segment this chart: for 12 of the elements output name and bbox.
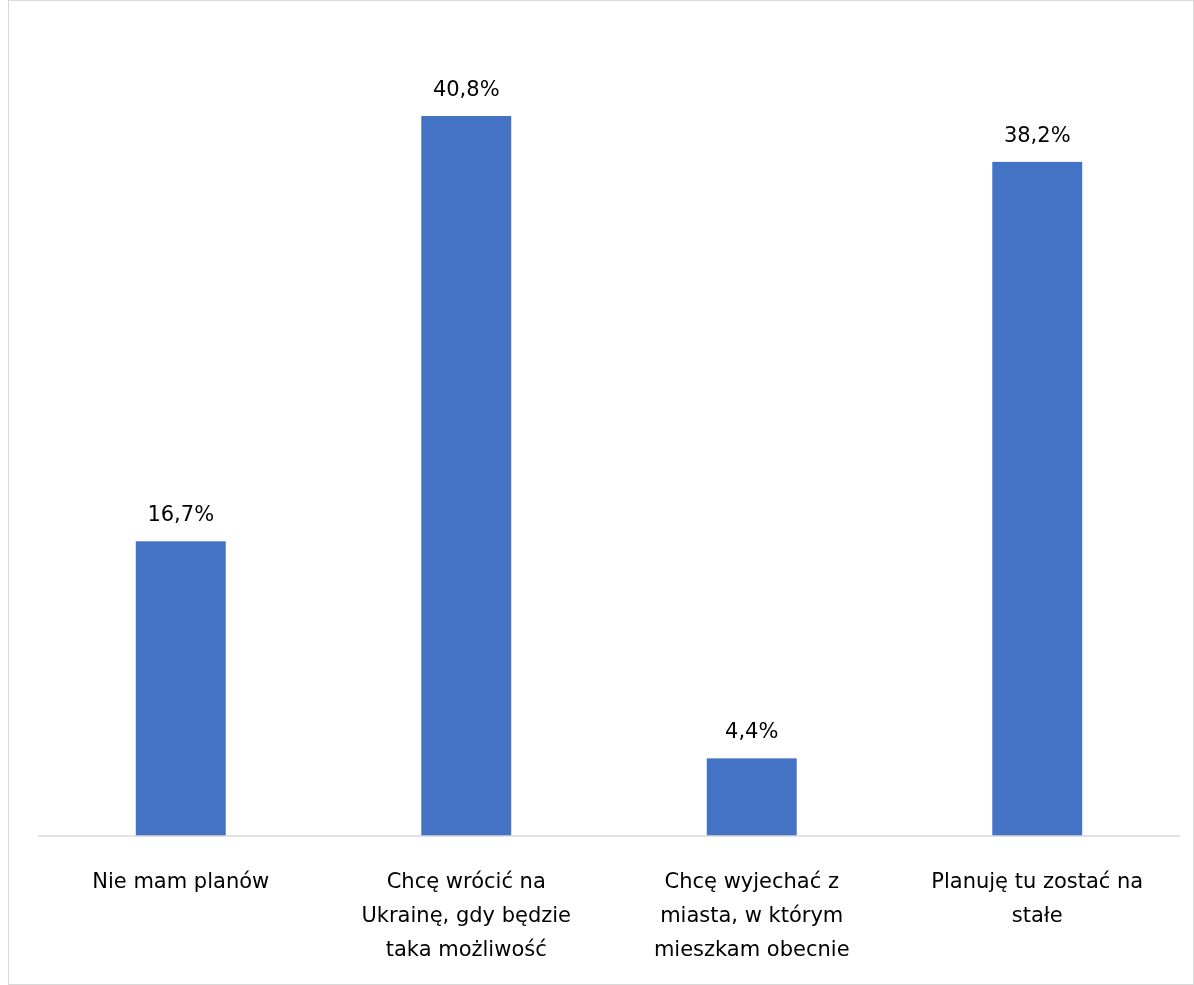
bar (992, 161, 1083, 836)
x-tick-label: Nie mam planów (92, 869, 270, 893)
x-tick-label: Planuję tu zostać na stałe (931, 869, 1144, 927)
x-tick-label: Chcę wrócić na Ukrainę, gdy będzie taka możliwość (361, 869, 572, 961)
data-label: 40,8% (432, 77, 500, 101)
bar (135, 541, 226, 836)
bar (421, 116, 512, 836)
data-label: 38,2% (1003, 122, 1071, 147)
data-label: 4,4% (725, 719, 779, 744)
data-label: 16,7% (147, 502, 215, 527)
bar (706, 758, 797, 836)
x-tick-label: Chcę wyjechać z miasta, w którym mieszkam obecnie (653, 869, 850, 961)
